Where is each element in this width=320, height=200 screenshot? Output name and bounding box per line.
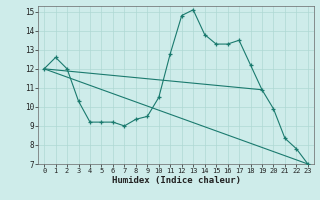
X-axis label: Humidex (Indice chaleur): Humidex (Indice chaleur) (111, 176, 241, 185)
